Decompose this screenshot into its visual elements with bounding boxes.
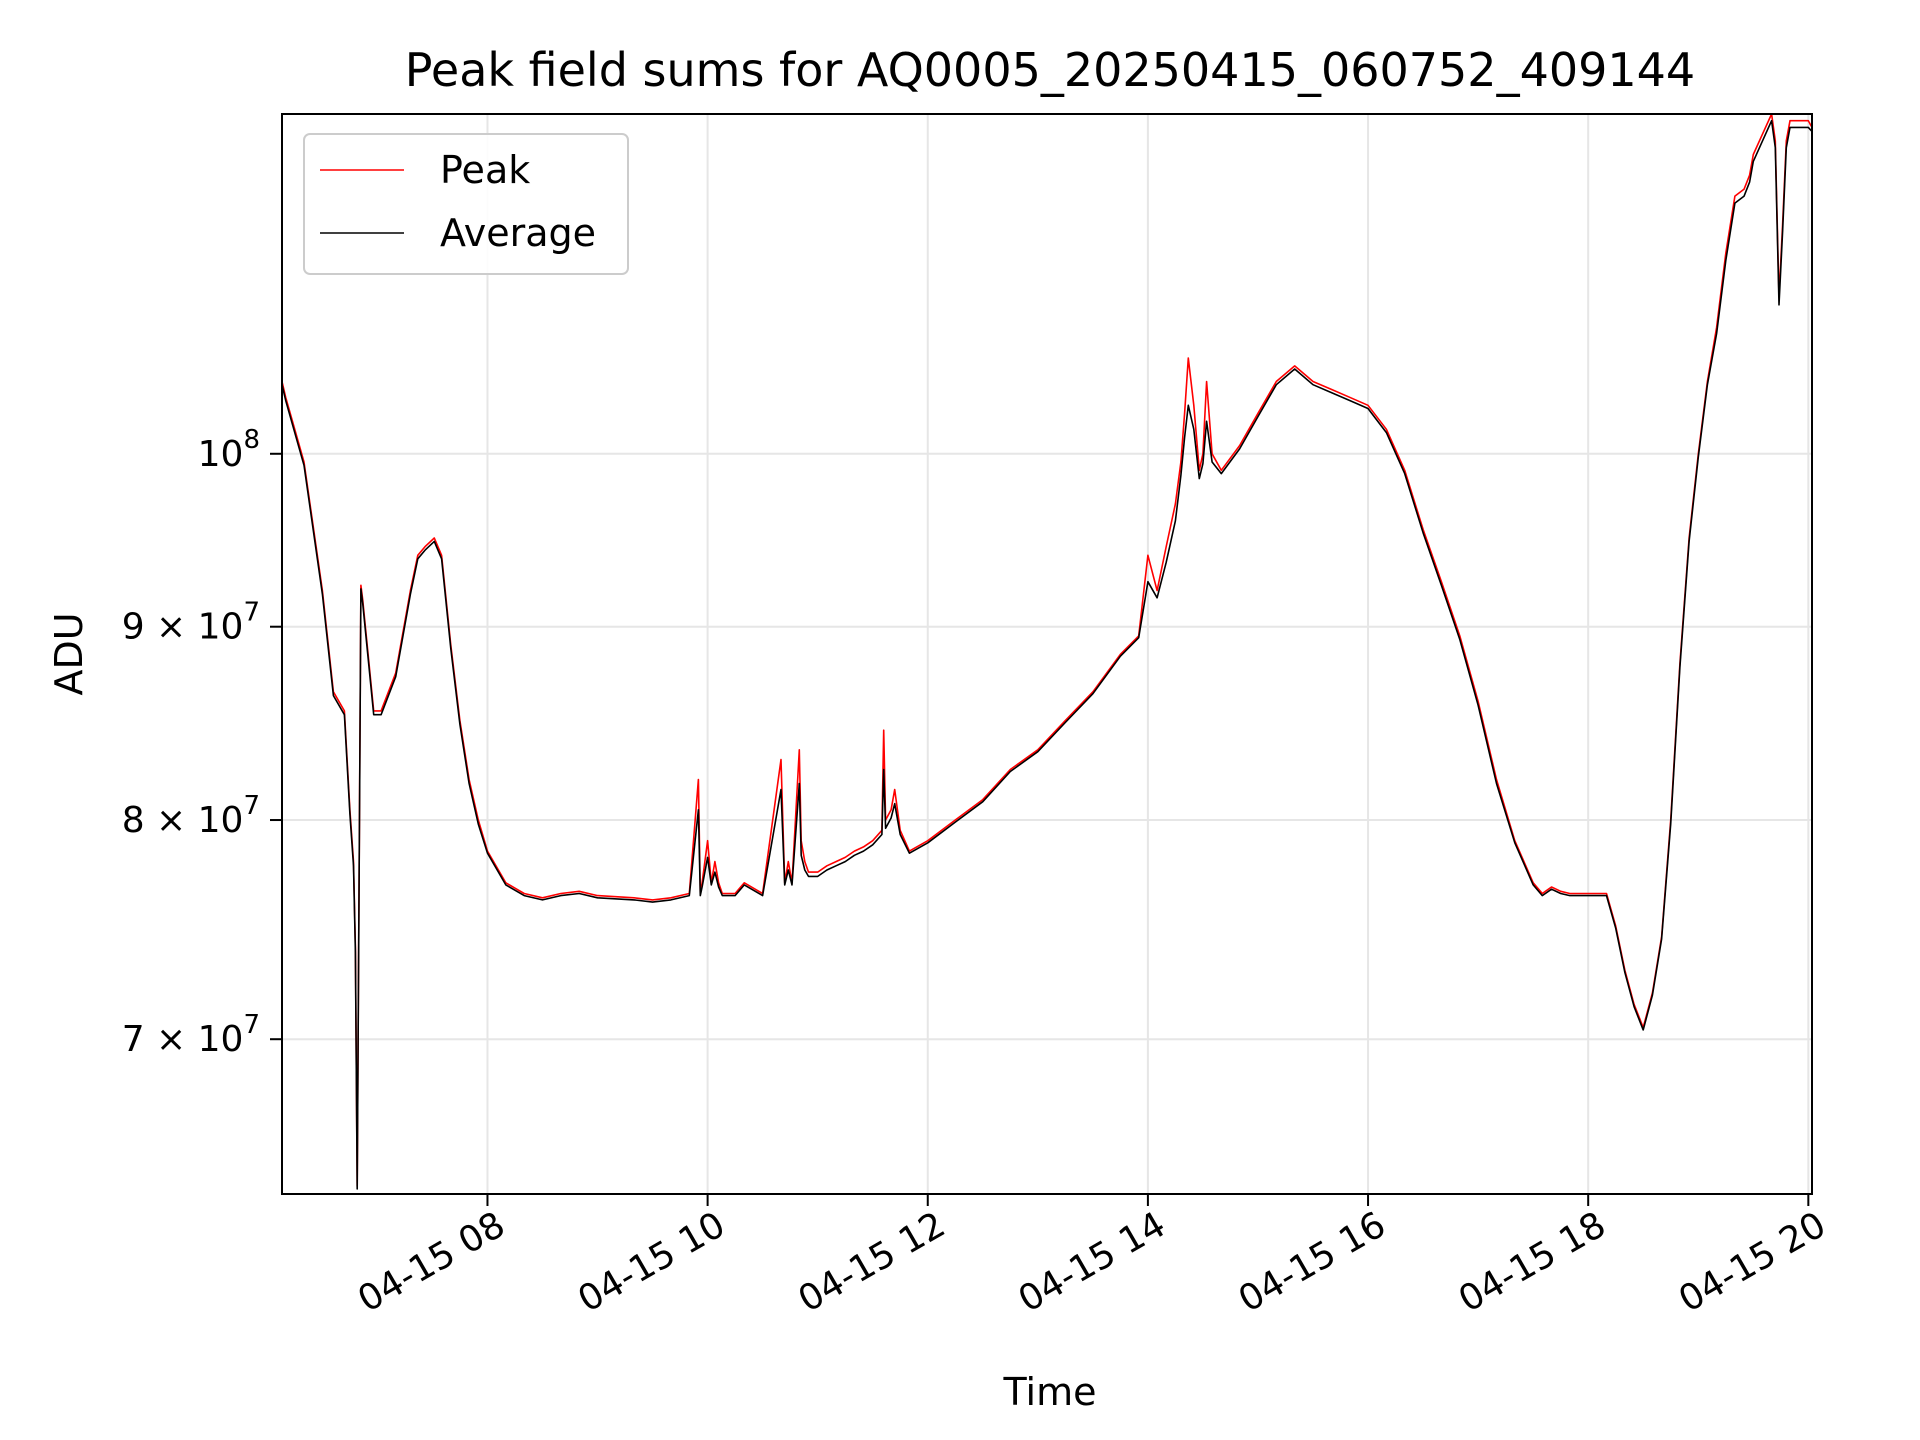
legend-average-label: Average <box>440 211 596 255</box>
chart-title: Peak field sums for AQ0005_20250415_0607… <box>405 43 1695 97</box>
series-line-average <box>281 119 1813 1190</box>
legend: Peak Average <box>303 133 629 275</box>
legend-box <box>303 133 629 275</box>
y-axis: 7 × 107 8 × 107 9 × 107 108 <box>122 425 282 1060</box>
legend-peak-label: Peak <box>440 148 530 192</box>
grid <box>282 114 1812 1194</box>
y-tick-label: 7 × 107 <box>122 1010 260 1060</box>
series-layer <box>281 113 1813 1190</box>
y-tick-label: 108 <box>198 425 260 475</box>
y-tick-label: 8 × 107 <box>122 791 260 841</box>
y-axis-label: ADU <box>47 612 91 695</box>
series-line-peak <box>281 113 1813 1188</box>
x-axis-label: Time <box>1003 1370 1097 1414</box>
y-tick-label: 9 × 107 <box>122 598 260 648</box>
plot-frame <box>281 113 1813 1195</box>
